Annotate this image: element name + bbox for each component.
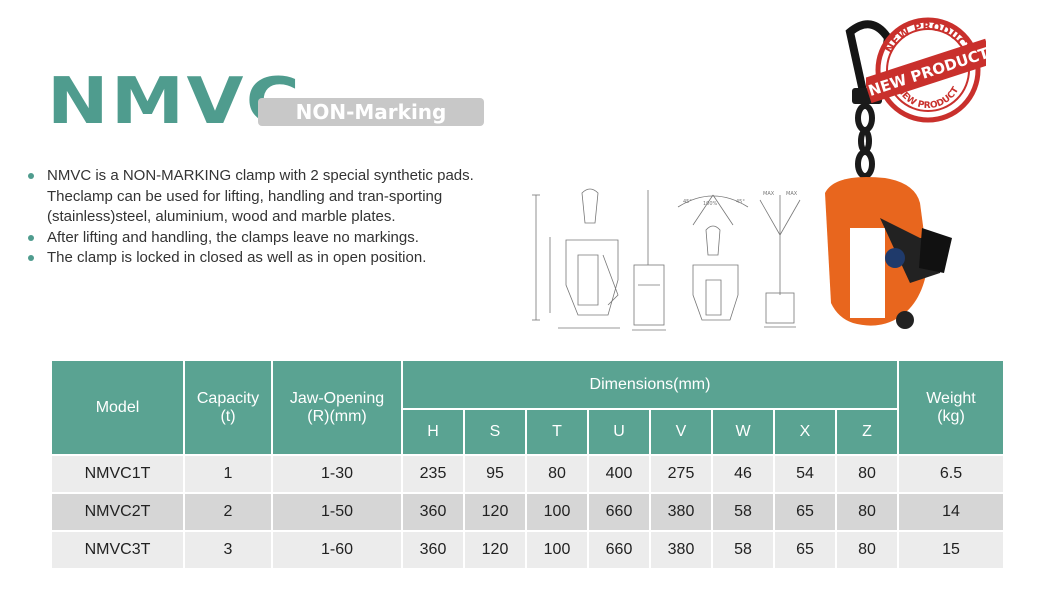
cell-dim-t: 100 — [525, 492, 589, 532]
page-title: NMVC — [47, 65, 303, 139]
cell-jaw-opening: 1-30 — [271, 454, 403, 494]
technical-drawings: 100% 45° 45° MAX MAX — [532, 188, 801, 331]
cell-capacity: 3 — [183, 530, 273, 570]
cell-dim-s: 95 — [463, 454, 527, 494]
svg-text:MAX: MAX — [763, 191, 775, 197]
list-item: The clamp is locked in closed as well as… — [28, 248, 518, 269]
cell-jaw-opening: 1-50 — [271, 492, 403, 532]
svg-text:MAX: MAX — [786, 191, 798, 197]
cell-model: NMVC2T — [50, 492, 185, 532]
header-jaw-opening: Jaw-Opening (R)(mm) — [271, 359, 403, 456]
cell-dim-z: 80 — [835, 530, 899, 570]
cell-dim-s: 120 — [463, 530, 527, 570]
cell-dim-h: 360 — [401, 492, 465, 532]
cell-dim-v: 380 — [649, 492, 713, 532]
table-row: NMVC3T 3 1-60 360 120 100 660 380 58 65 80 15 — [50, 530, 1005, 570]
cell-capacity: 1 — [183, 454, 273, 494]
cell-weight: 15 — [897, 530, 1005, 570]
header-dim-z: Z — [835, 408, 899, 456]
cell-dim-w: 58 — [711, 492, 775, 532]
list-item: NMVC is a NON-MARKING clamp with 2 speci… — [28, 166, 518, 228]
header-dimensions: Dimensions(mm) — [401, 359, 899, 410]
page-subtitle: NON-Marking Clamp — [258, 98, 484, 152]
svg-text:45°: 45° — [736, 199, 745, 205]
cell-dim-u: 660 — [587, 530, 651, 570]
cell-dim-x: 54 — [773, 454, 837, 494]
cell-dim-h: 360 — [401, 530, 465, 570]
cell-dim-t: 80 — [525, 454, 589, 494]
new-product-badge-icon: NEW PRODUCT NEW PRODUCT NEW PRODUCT — [866, 17, 986, 123]
cell-dim-u: 660 — [587, 492, 651, 532]
cell-dim-t: 100 — [525, 530, 589, 570]
table-row: NMVC1T 1 1-30 235 95 80 400 275 46 54 80 6.5 — [50, 454, 1005, 494]
cell-weight: 14 — [897, 492, 1005, 532]
svg-text:45°: 45° — [683, 199, 692, 205]
cell-dim-x: 65 — [773, 530, 837, 570]
cell-dim-w: 58 — [711, 530, 775, 570]
header-dim-t: T — [525, 408, 589, 456]
table-row: NMVC2T 2 1-50 360 120 100 660 380 58 65 80 14 — [50, 492, 1005, 532]
cell-model: NMVC3T — [50, 530, 185, 570]
header-capacity: Capacity (t) — [183, 359, 273, 456]
cell-dim-u: 400 — [587, 454, 651, 494]
header-dim-h: H — [401, 408, 465, 456]
header-dim-s: S — [463, 408, 527, 456]
cell-dim-z: 80 — [835, 454, 899, 494]
specification-table: Model Capacity (t) Jaw-Opening (R)(mm) D… — [50, 359, 1005, 570]
header-dim-x: X — [773, 408, 837, 456]
cell-dim-v: 275 — [649, 454, 713, 494]
header-weight: Weight (kg) — [897, 359, 1005, 456]
list-item: After lifting and handling, the clamps l… — [28, 228, 518, 249]
cell-capacity: 2 — [183, 492, 273, 532]
cell-model: NMVC1T — [50, 454, 185, 494]
cell-weight: 6.5 — [897, 454, 1005, 494]
cell-dim-v: 380 — [649, 530, 713, 570]
header-model: Model — [50, 359, 185, 456]
svg-text:100%: 100% — [703, 201, 718, 207]
cell-dim-w: 46 — [711, 454, 775, 494]
cell-dim-z: 80 — [835, 492, 899, 532]
cell-dim-s: 120 — [463, 492, 527, 532]
header-dim-w: W — [711, 408, 775, 456]
feature-list: NMVC is a NON-MARKING clamp with 2 speci… — [28, 166, 518, 269]
cell-jaw-opening: 1-60 — [271, 530, 403, 570]
cell-dim-h: 235 — [401, 454, 465, 494]
header-dim-u: U — [587, 408, 651, 456]
cell-dim-x: 65 — [773, 492, 837, 532]
header-dim-v: V — [649, 408, 713, 456]
